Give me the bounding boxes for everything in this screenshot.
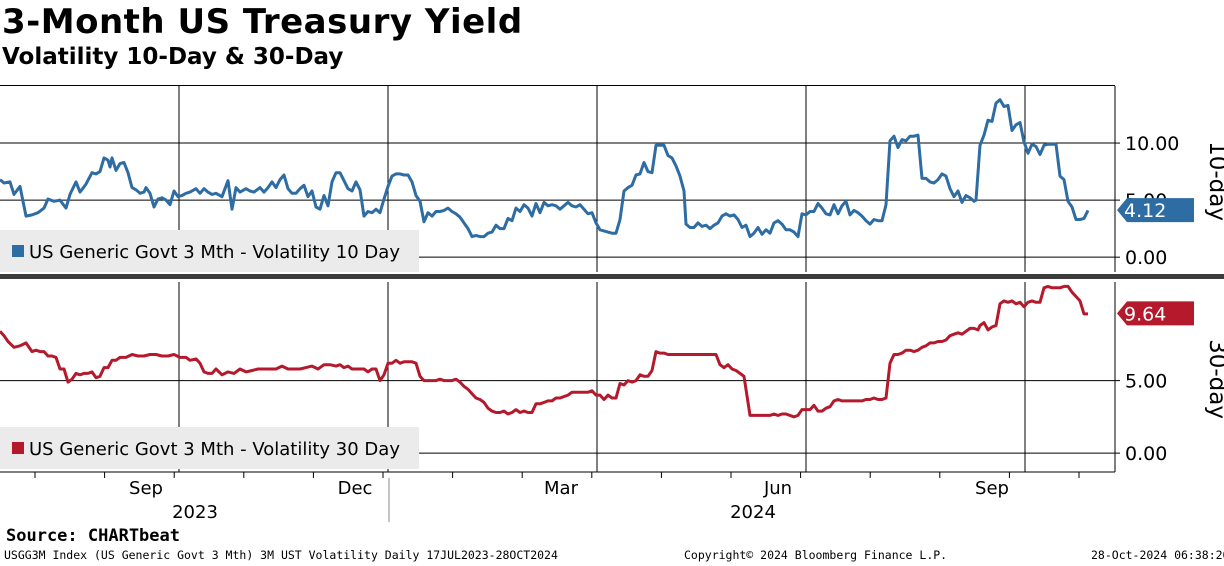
footer-copyright: Copyright© 2024 Bloomberg Finance L.P. (684, 548, 948, 562)
x-year-label-1: 2024 (730, 502, 776, 523)
series-line-30-day (0, 284, 1088, 419)
x-tick-label-3: Jun (763, 478, 792, 499)
x-year-label-0: 2023 (172, 502, 218, 523)
last-value-label-30: 9.64 (1124, 303, 1166, 325)
ytick-label-30-0: 0.00 (1125, 443, 1167, 465)
footer-timestamp: 28-Oct-2024 06:38:20 (1091, 548, 1224, 562)
last-value-tag-10 (1117, 198, 1194, 223)
legend-label-10: US Generic Govt 3 Mth - Volatility 10 Da… (29, 242, 400, 263)
panel-label-30-day: 30-day (1204, 339, 1224, 419)
x-tick-label-2: Mar (544, 478, 579, 499)
legend-box-10 (0, 230, 419, 272)
x-tick-label-1: Dec (338, 478, 373, 499)
panel-separator (0, 274, 1224, 279)
series-line-10-day (0, 98, 1090, 239)
top-border (0, 85, 1115, 86)
source-label: Source: CHARTbeat (6, 526, 180, 546)
chart-title: 3-Month US Treasury Yield (2, 2, 523, 42)
panel-label-10-day: 10-day (1204, 141, 1224, 221)
footer-description: USGG3M Index (US Generic Govt 3 Mth) 3M … (4, 548, 558, 562)
chart-subtitle: Volatility 10-Day & 30-Day (2, 44, 344, 70)
ytick-label-10-0: 0.00 (1125, 247, 1167, 269)
ytick-label-10-2: 10.00 (1125, 133, 1179, 155)
legend-label-30: US Generic Govt 3 Mth - Volatility 30 Da… (29, 439, 400, 460)
x-tick-label-4: Sep (975, 478, 1009, 499)
legend-swatch-30 (12, 442, 24, 454)
legend-box-30 (0, 427, 419, 469)
last-value-tag-30 (1117, 301, 1194, 326)
legend-swatch-10 (12, 245, 24, 257)
x-tick-label-0: Sep (129, 478, 163, 499)
last-value-label-10: 4.12 (1124, 200, 1166, 222)
ytick-label-30-1: 5.00 (1125, 371, 1167, 393)
